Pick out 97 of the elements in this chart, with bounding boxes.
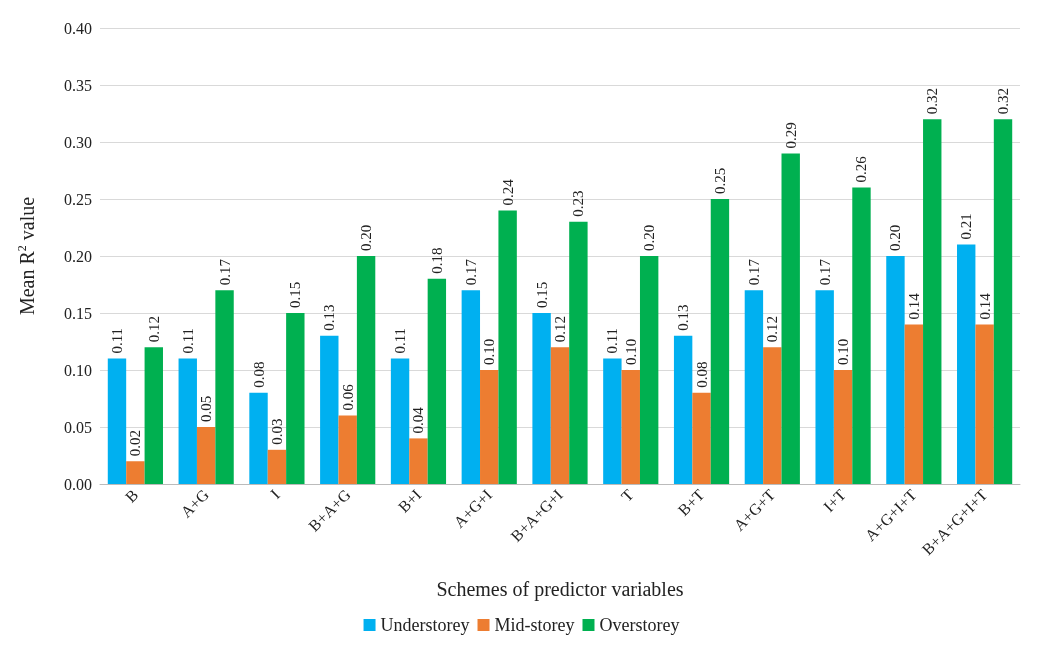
y-tick-label: 0.15 [64, 304, 92, 322]
x-tick-label: B+I [394, 485, 425, 516]
bar [692, 392, 711, 484]
bar [621, 370, 640, 484]
bar [904, 324, 924, 484]
data-label: 0.32 [995, 87, 1012, 115]
data-label: 0.17 [462, 258, 479, 286]
data-label: 0.23 [570, 190, 587, 217]
bar [498, 210, 517, 484]
y-tick-label: 0.30 [64, 133, 92, 151]
bar [710, 199, 730, 484]
data-label: 0.02 [127, 429, 144, 457]
y-tick-label: 0.35 [64, 76, 92, 94]
data-label: 0.14 [976, 292, 993, 320]
bar [957, 244, 976, 484]
legend-label: Understorey [380, 615, 470, 635]
bar [815, 290, 834, 484]
bar [338, 415, 357, 484]
bar [781, 153, 800, 484]
data-label: 0.13 [675, 304, 692, 331]
bar [461, 290, 481, 484]
bar [532, 313, 551, 484]
bar [993, 119, 1013, 484]
data-label: 0.05 [198, 395, 215, 422]
data-label: 0.32 [924, 87, 941, 115]
y-tick-label: 0.10 [64, 361, 92, 379]
data-label: 0.11 [179, 327, 196, 354]
bar [320, 335, 339, 484]
bar [744, 290, 764, 484]
legend-label: Mid-storey [494, 615, 575, 635]
data-label: 0.11 [108, 327, 125, 354]
data-label: 0.29 [782, 122, 799, 149]
bar [107, 358, 127, 484]
data-label: 0.11 [392, 327, 409, 354]
bar [286, 313, 305, 484]
bar [409, 438, 428, 484]
bar [639, 256, 659, 484]
data-label: 0.25 [711, 167, 728, 194]
data-label: 0.12 [552, 315, 568, 343]
data-label: 0.17 [745, 258, 762, 286]
data-label: 0.08 [693, 361, 710, 388]
data-label: 0.15 [287, 281, 304, 308]
data-label: 0.17 [816, 258, 833, 286]
bar [923, 119, 942, 484]
data-label: 0.06 [339, 383, 356, 411]
bar [126, 461, 145, 484]
bar [673, 335, 693, 484]
bar [390, 358, 410, 484]
bar [852, 187, 871, 484]
data-label: 0.08 [250, 361, 267, 388]
data-label: 0.20 [358, 224, 375, 251]
data-label: 0.13 [321, 304, 338, 331]
bar [569, 221, 588, 484]
data-label: 0.10 [835, 338, 852, 365]
data-label: 0.12 [764, 315, 781, 343]
legend-label: Overstorey [599, 615, 680, 635]
y-tick-label: 0.25 [64, 190, 92, 208]
bar [144, 347, 163, 484]
y-tick-label: 0.05 [64, 418, 92, 436]
bar [480, 370, 499, 484]
data-label: 0.04 [410, 406, 427, 434]
y-tick-label: 0.20 [64, 247, 92, 265]
data-label: 0.10 [481, 338, 498, 365]
data-label: 0.21 [958, 213, 975, 240]
data-label: 0.20 [641, 224, 658, 251]
x-tick-label: B [121, 485, 142, 506]
data-label: 0.17 [216, 258, 233, 286]
bar [550, 347, 570, 484]
x-tick-label: I [267, 485, 283, 502]
data-label: 0.24 [499, 178, 516, 206]
bar [178, 358, 197, 484]
data-label: 0.11 [604, 327, 621, 354]
bar [249, 392, 268, 484]
data-label: 0.12 [145, 315, 162, 343]
bar [356, 256, 376, 484]
bar [267, 449, 287, 484]
y-tick-label: 0.40 [64, 19, 92, 37]
bar [833, 370, 853, 484]
data-label: 0.03 [268, 418, 285, 445]
bar [763, 347, 782, 484]
data-label: 0.20 [887, 224, 904, 251]
bar [886, 256, 905, 484]
data-label: 0.15 [533, 281, 550, 308]
data-label: 0.10 [622, 338, 639, 365]
bar [975, 324, 994, 484]
data-label: 0.18 [428, 247, 445, 274]
bar [603, 358, 622, 484]
bar [215, 290, 234, 484]
bar [427, 278, 447, 484]
y-axis-title: Mean R2 value [15, 196, 38, 316]
data-label: 0.14 [905, 292, 922, 320]
x-tick-label: T [617, 485, 637, 505]
bar [196, 427, 216, 484]
data-label: 0.26 [853, 155, 870, 183]
x-axis-title: Schemes of predictor variables [436, 578, 684, 601]
x-tick-label: I+T [820, 485, 850, 516]
y-tick-label: 0.00 [64, 475, 92, 493]
